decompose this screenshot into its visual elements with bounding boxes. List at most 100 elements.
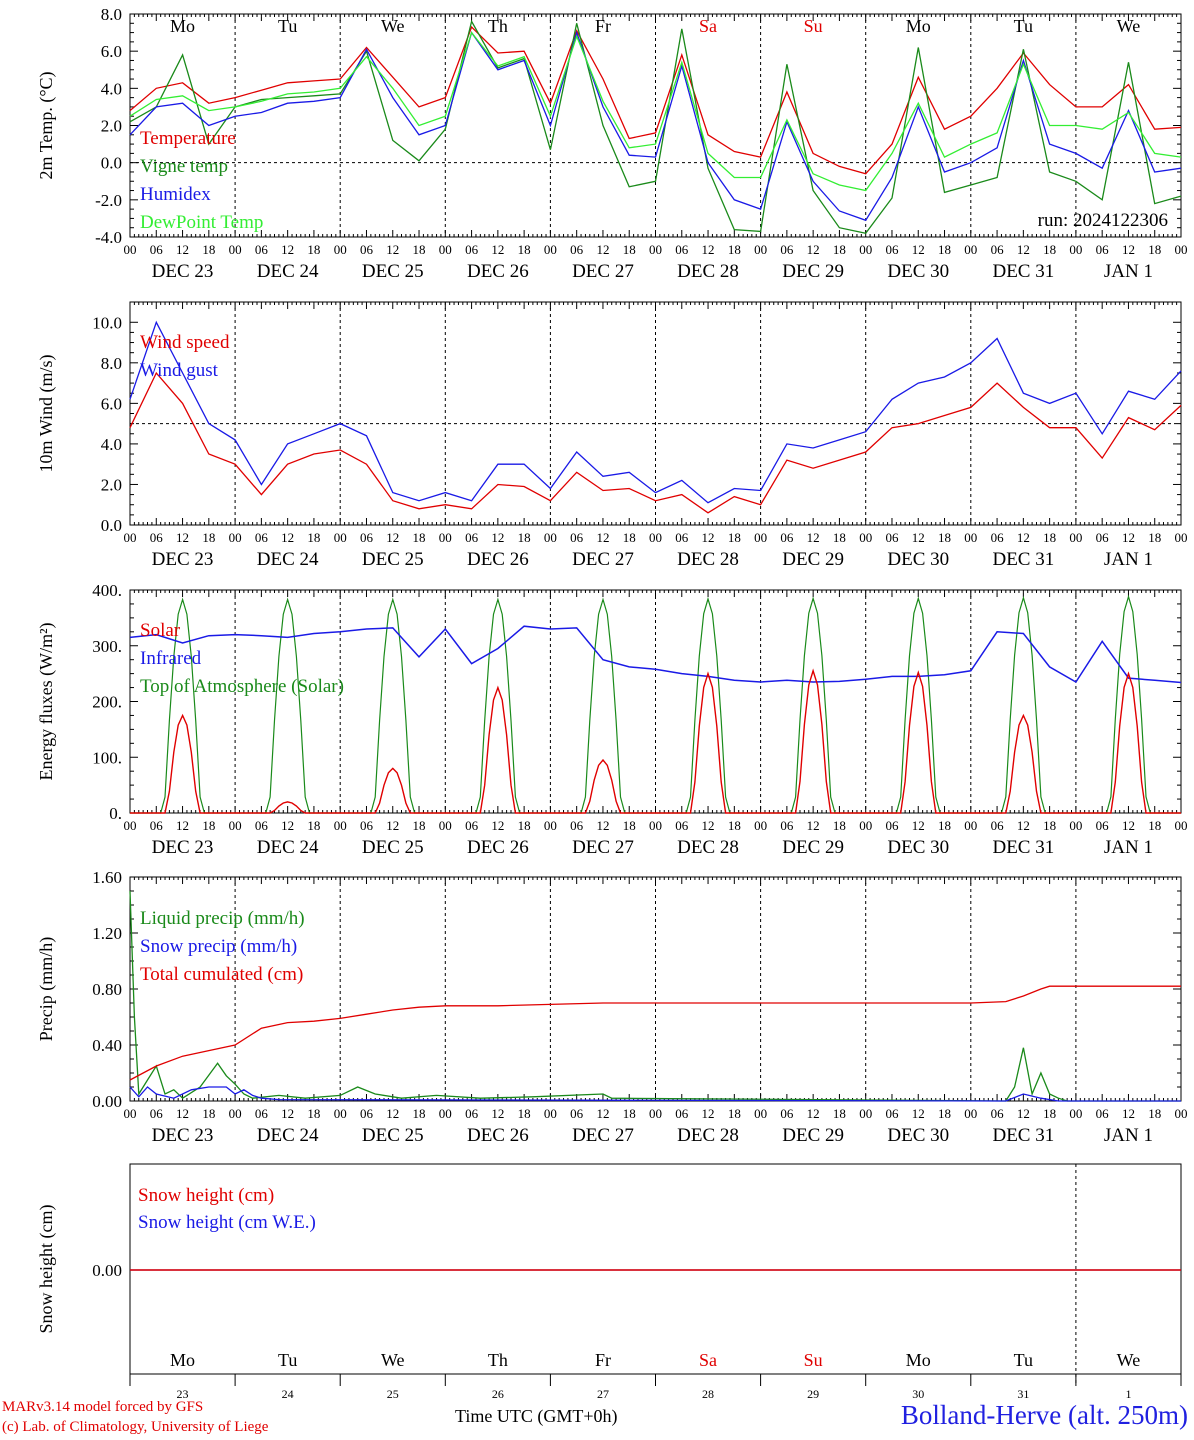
hour-tick-label: 12 [807, 818, 820, 833]
hour-tick-label: 00 [334, 242, 347, 257]
weekday-label: Mo [906, 16, 931, 36]
y-tick-label: 10.0 [92, 313, 122, 332]
date-label: DEC 30 [887, 261, 949, 282]
date-label: DEC 27 [572, 837, 634, 858]
hour-tick-label: 18 [518, 818, 531, 833]
hour-tick-label: 00 [229, 242, 242, 257]
hour-tick-label: 06 [570, 242, 584, 257]
hour-tick-label: 18 [1148, 530, 1161, 545]
y-tick-label: 1.60 [92, 868, 122, 887]
hour-tick-label: 00 [1175, 818, 1188, 833]
hour-tick-label: 18 [307, 530, 320, 545]
hour-tick-label: 18 [307, 242, 320, 257]
hour-tick-label: 00 [754, 1106, 767, 1121]
hour-tick-label: 18 [518, 1106, 531, 1121]
legend-entry: Vigne temp [140, 156, 228, 177]
hour-tick-label: 00 [649, 818, 662, 833]
date-label: DEC 25 [362, 261, 424, 282]
y-tick-label: 4.0 [101, 435, 122, 454]
hour-tick-label: 06 [465, 818, 479, 833]
hour-tick-label: 18 [307, 818, 320, 833]
hour-tick-label: 00 [754, 242, 767, 257]
temperature-panel: 2m Temp. (°C)8.06.04.02.00.0-2.0-4.000 06… [36, 5, 1188, 282]
date-label: DEC 23 [152, 1125, 214, 1146]
hour-tick-label: 12 [702, 818, 715, 833]
hour-tick-label: 12 [386, 530, 399, 545]
date-label: DEC 31 [992, 549, 1054, 570]
hour-tick-label: 12 [912, 242, 925, 257]
hour-tick-label: 18 [413, 242, 426, 257]
series-line [129, 25, 1182, 175]
hour-tick-label: 12 [281, 242, 294, 257]
hour-tick-label: 12 [281, 530, 294, 545]
y-tick-label: 0. [109, 804, 122, 823]
hour-tick-label: 06 [991, 242, 1005, 257]
hour-tick-label: 12 [1122, 530, 1135, 545]
hour-tick-label: 06 [991, 1106, 1005, 1121]
hour-tick-label: 00 [544, 242, 557, 257]
y-axis-label: Precip (mm/h) [36, 937, 57, 1041]
hour-tick-label: 06 [1096, 530, 1110, 545]
hour-tick-label: 06 [885, 818, 899, 833]
hour-tick-label: 00 [1175, 1106, 1188, 1121]
hour-tick-label: 06 [1096, 242, 1110, 257]
date-label: DEC 31 [992, 261, 1054, 282]
y-tick-label: 0.40 [92, 1036, 122, 1055]
date-label: DEC 26 [467, 837, 529, 858]
hour-tick-label: 06 [1096, 1106, 1110, 1121]
hour-tick-label: 18 [202, 242, 215, 257]
hour-tick-label: 00 [334, 818, 347, 833]
hour-tick-label: 12 [1122, 818, 1135, 833]
hour-tick-label: 18 [307, 1106, 320, 1121]
hour-tick-label: 06 [675, 242, 689, 257]
y-tick-label: 4.0 [101, 79, 122, 98]
hour-tick-label: 18 [938, 818, 951, 833]
y-tick-label: 2.0 [101, 117, 122, 136]
hour-tick-label: 12 [281, 1106, 294, 1121]
legend-entry: Total cumulated (cm) [140, 964, 303, 985]
hour-tick-label: 06 [675, 530, 689, 545]
hour-tick-label: 12 [1122, 242, 1135, 257]
hour-tick-label: 12 [912, 530, 925, 545]
hour-tick-label: 12 [176, 242, 189, 257]
plot-frame [129, 589, 1182, 814]
hour-tick-label: 06 [360, 818, 374, 833]
legend-entry: Snow height (cm W.E.) [138, 1212, 316, 1233]
hour-tick-label: 18 [1148, 1106, 1161, 1121]
hour-tick-label: 00 [754, 818, 767, 833]
day-number-label: 25 [387, 1387, 399, 1401]
hour-tick-label: 06 [150, 242, 164, 257]
hour-tick-label: 18 [1043, 242, 1056, 257]
weekday-label: Mo [906, 1350, 931, 1370]
hour-tick-label: 00 [859, 1106, 872, 1121]
hour-tick-label: 00 [439, 530, 452, 545]
series-line [129, 625, 1182, 684]
station-name: Bolland-Herve (alt. 250m) [900, 1400, 1188, 1430]
hour-tick-label: 06 [150, 530, 164, 545]
hour-tick-label: 00 [229, 530, 242, 545]
date-label: DEC 28 [677, 1125, 739, 1146]
hour-tick-label: 18 [202, 530, 215, 545]
hour-tick-label: 18 [938, 242, 951, 257]
hour-tick-label: 06 [991, 818, 1005, 833]
x-axis-title: Time UTC (GMT+0h) [455, 1406, 618, 1426]
y-tick-label: 0.0 [101, 516, 122, 535]
hour-tick-label: 00 [229, 818, 242, 833]
hour-tick-label: 06 [885, 242, 899, 257]
y-axis-label: 10m Wind (m/s) [36, 355, 57, 473]
date-label: DEC 29 [782, 261, 844, 282]
hour-tick-label: 12 [1017, 530, 1030, 545]
hour-tick-label: 00 [334, 1106, 347, 1121]
hour-tick-label: 12 [176, 530, 189, 545]
hour-tick-label: 12 [176, 818, 189, 833]
weekday-label: Mo [170, 16, 195, 36]
hour-tick-label: 18 [1043, 530, 1056, 545]
legend-entry: Snow height (cm) [138, 1185, 274, 1206]
hour-tick-label: 12 [596, 1106, 609, 1121]
hour-tick-label: 18 [1043, 1106, 1056, 1121]
weekday-label: Tu [278, 16, 297, 36]
hour-tick-label: 12 [807, 242, 820, 257]
weekday-label: Su [804, 16, 823, 36]
weekday-label: We [1117, 16, 1141, 36]
hour-tick-label: 12 [386, 242, 399, 257]
